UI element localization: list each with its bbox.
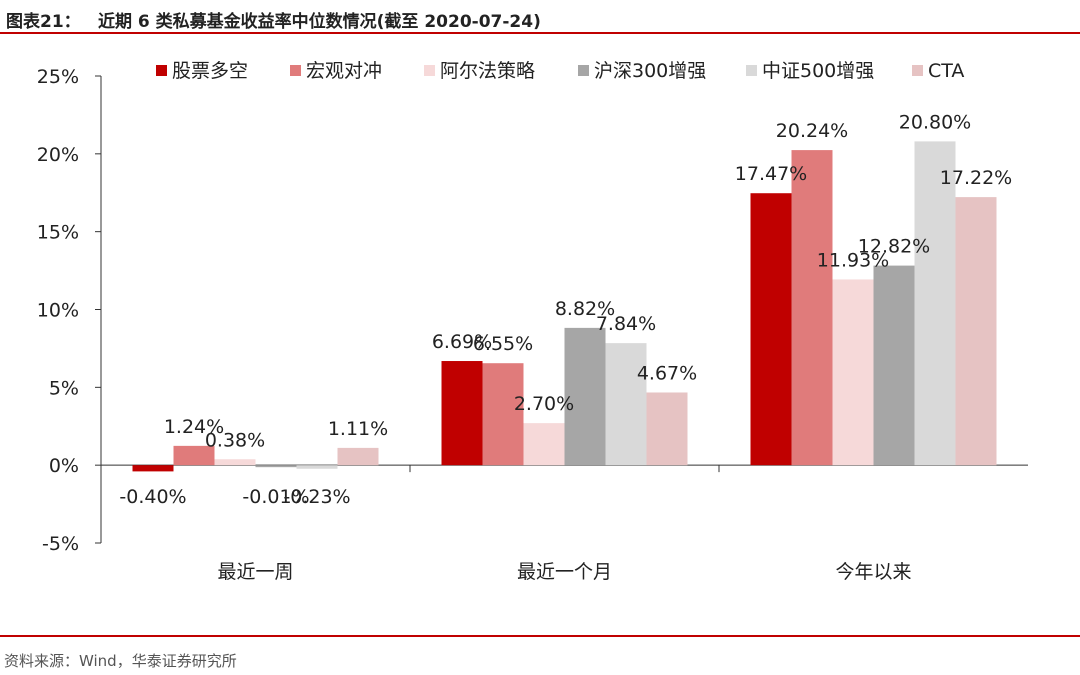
bar: [564, 327, 606, 466]
data-label: 12.82%: [858, 236, 930, 258]
data-label: 17.47%: [735, 163, 807, 185]
chart-data-labels: -0.40% 6.69% 17.47% 1.24% 6.55% 20.24% 0.38% 2.…: [119, 111, 1012, 508]
legend-swatch: [156, 65, 167, 76]
legend-label: CTA: [928, 60, 964, 82]
source-note: 资料来源：Wind，华泰证券研究所: [4, 652, 237, 670]
top-rule: [0, 32, 1080, 34]
data-label: -0.01%: [242, 486, 309, 508]
bar: [955, 197, 997, 466]
bar: [337, 447, 379, 466]
legend-label: 中证500增强: [762, 60, 874, 82]
bar: [873, 265, 915, 466]
bar: [791, 150, 833, 466]
x-tick-label: 今年以来: [835, 561, 911, 583]
legend-label: 股票多空: [172, 60, 248, 82]
bar: [132, 465, 174, 472]
chart-axes: -5% 0% 5% 10% 15% 20% 25% 最近一周 最近一个月 今年以来: [37, 66, 1028, 583]
data-label: 20.80%: [899, 111, 971, 133]
legend-swatch: [912, 65, 923, 76]
bar: [605, 343, 647, 466]
y-tick-label: 25%: [37, 66, 79, 88]
bar-chart: -5% 0% 5% 10% 15% 20% 25% 最近一周 最近一个月 今年以来 -0.40% 6…: [37, 60, 1028, 583]
y-tick-label: 15%: [37, 222, 79, 244]
legend-label: 阿尔法策略: [440, 60, 535, 82]
chart-legend: 股票多空 宏观对冲 阿尔法策略 沪深300增强 中证500增强 CTA: [156, 60, 964, 82]
data-label: 11.93%: [817, 249, 889, 271]
data-label: 6.69%: [432, 331, 492, 353]
bar: [523, 423, 565, 466]
bar: [441, 361, 483, 466]
data-label: 0.38%: [205, 429, 265, 451]
chart-bars: [132, 141, 997, 472]
data-label: -0.23%: [283, 486, 350, 508]
data-label: -0.40%: [119, 486, 186, 508]
y-tick-label: 0%: [49, 455, 79, 477]
y-tick-label: 20%: [37, 144, 79, 166]
bar: [750, 193, 792, 466]
data-label: 6.55%: [473, 333, 533, 355]
bar: [646, 392, 688, 466]
legend-swatch: [290, 65, 301, 76]
legend-label: 沪深300增强: [594, 60, 706, 82]
bar: [296, 465, 338, 469]
y-tick-label: -5%: [42, 533, 79, 555]
data-label: 2.70%: [514, 393, 574, 415]
bar: [482, 363, 524, 466]
x-tick-label: 最近一个月: [517, 561, 612, 583]
bottom-rule: [0, 635, 1080, 637]
data-label: 4.67%: [637, 362, 697, 384]
bar: [255, 465, 297, 468]
figure-header: 图表21： 近期 6 类私募基金收益率中位数情况(截至 2020-07-24): [0, 0, 1080, 34]
data-label: 17.22%: [940, 167, 1012, 189]
data-label: 20.24%: [776, 120, 848, 142]
legend-swatch: [578, 65, 589, 76]
bar: [914, 141, 956, 466]
data-label: 1.24%: [164, 416, 224, 438]
data-label: 8.82%: [555, 298, 615, 320]
legend-swatch: [746, 65, 757, 76]
legend-label: 宏观对冲: [306, 60, 382, 82]
y-tick-label: 10%: [37, 300, 79, 322]
bar: [214, 459, 256, 466]
bar: [832, 279, 874, 466]
y-tick-label: 5%: [49, 377, 79, 399]
figure-title: 近期 6 类私募基金收益率中位数情况(截至 2020-07-24): [98, 12, 541, 32]
figure-label: 图表21：: [6, 12, 81, 32]
legend-swatch: [424, 65, 435, 76]
data-label: 1.11%: [328, 418, 388, 440]
x-tick-label: 最近一周: [217, 561, 293, 583]
data-label: 7.84%: [596, 313, 656, 335]
bar: [173, 445, 215, 466]
